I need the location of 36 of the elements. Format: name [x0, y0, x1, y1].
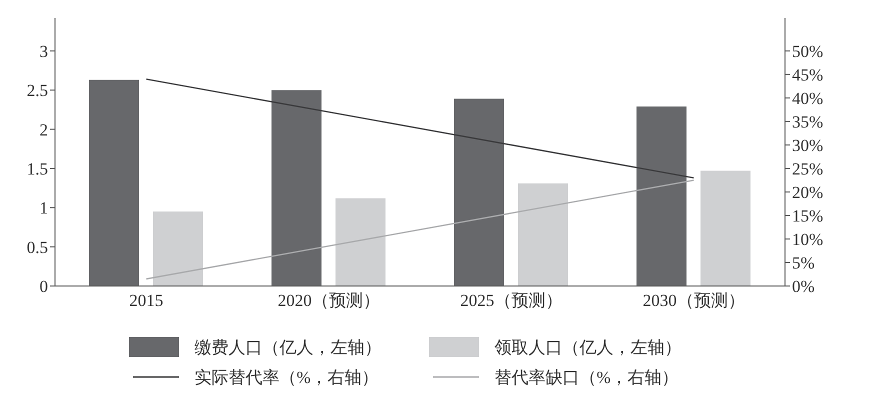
y2-tick-label: 5%	[792, 254, 815, 273]
x-tick-label: 2025（预测）	[460, 291, 562, 310]
bar	[272, 90, 322, 286]
bar	[336, 198, 386, 286]
x-tick-label: 2015	[129, 291, 164, 310]
y-tick-label: 1.5	[26, 159, 48, 178]
y2-tick-label: 45%	[792, 65, 824, 84]
y-tick-label: 2.5	[26, 81, 48, 100]
y2-tick-label: 30%	[792, 136, 824, 155]
y2-tick-label: 40%	[792, 88, 824, 108]
y-tick-label: 1	[40, 198, 48, 218]
y2-tick-label: 35%	[792, 112, 824, 132]
x-tick-label: 2020（预测）	[278, 291, 380, 310]
y2-tick-label: 10%	[792, 230, 824, 250]
line-series	[146, 180, 694, 280]
bar	[518, 183, 568, 286]
x-tick-label: 2030（预测）	[642, 291, 745, 310]
bar	[89, 80, 139, 286]
y2-tick-label: 50%	[792, 42, 824, 61]
y2-tick-label: 15%	[792, 206, 824, 226]
bar	[153, 212, 203, 286]
bar	[700, 170, 750, 286]
legend-label: 实际替代率（%，右轴）	[194, 366, 379, 388]
y-tick-label: 0.5	[26, 238, 48, 257]
bar	[454, 98, 504, 286]
y-tick-label: 0	[40, 277, 48, 296]
legend-label: 替代率缺口（%，右轴）	[494, 366, 679, 388]
y2-tick-label: 25%	[792, 159, 824, 178]
y2-tick-label: 0%	[792, 277, 815, 296]
legend-label: 缴费人口（亿人，左轴）	[194, 336, 382, 358]
y-tick-label: 3	[40, 42, 48, 61]
legend-label: 领取人口（亿人，左轴）	[494, 336, 682, 358]
y-tick-label: 2	[40, 120, 48, 140]
bar	[636, 106, 686, 286]
y2-tick-label: 20%	[792, 183, 824, 202]
line-series	[146, 78, 694, 179]
